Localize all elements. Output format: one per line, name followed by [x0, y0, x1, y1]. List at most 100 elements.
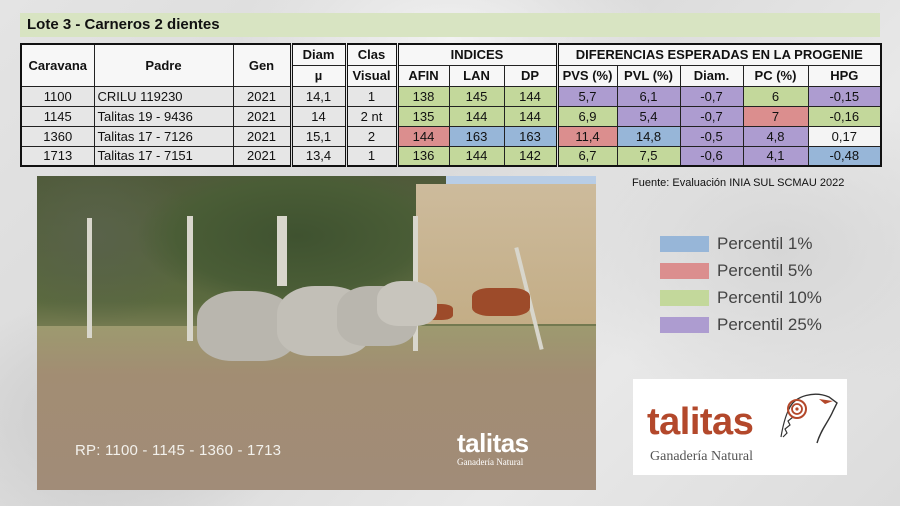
cell-caravana: 1145: [20, 105, 95, 127]
legend-label: Percentil 10%: [717, 287, 822, 307]
cell-afin: 144: [395, 125, 450, 147]
cell-caravana: 1713: [20, 145, 95, 167]
col-padre: Padre: [93, 43, 234, 87]
legend-swatch-red: [660, 262, 709, 279]
cell-pvl: 7,5: [616, 145, 681, 167]
sky-scenery: [446, 176, 596, 184]
cell-padre: Talitas 19 - 9436: [93, 105, 234, 127]
percentile-legend: Percentil 1% Percentil 5% Percentil 10% …: [660, 230, 822, 338]
cow: [472, 288, 530, 316]
logo-subtitle: Ganadería Natural: [650, 449, 753, 464]
cell-hpg: -0,16: [807, 105, 882, 127]
cell-diam: 14,1: [289, 85, 347, 107]
legend-label: Percentil 25%: [717, 314, 822, 334]
cell-hpg: -0,48: [807, 145, 882, 167]
cell-clas: 1: [344, 85, 398, 107]
cell-gen: 2021: [232, 105, 292, 127]
photo-watermark: talitas Ganadería Natural: [457, 428, 529, 467]
watermark-subtitle: Ganadería Natural: [457, 457, 524, 467]
cell-diam-dep: -0,7: [679, 85, 744, 107]
table-row: 1713 Talitas 17 - 7151 2021 13,4 1 136 1…: [20, 145, 882, 167]
cell-dp: 144: [503, 85, 558, 107]
watermark-name: talitas: [457, 428, 529, 458]
cell-pvl: 14,8: [616, 125, 681, 147]
fence-post: [87, 218, 92, 338]
cell-afin: 135: [395, 105, 450, 127]
fence-post: [277, 216, 287, 286]
legend-swatch-green: [660, 289, 709, 306]
logo-name: talitas: [647, 401, 754, 443]
legend-swatch-blue: [660, 235, 709, 252]
cell-dp: 144: [503, 105, 558, 127]
cell-hpg: 0,17: [807, 125, 882, 147]
cell-diam-dep: -0,7: [679, 105, 744, 127]
col-pvl: PVL (%): [616, 64, 681, 87]
col-diam: Diam: [289, 43, 347, 66]
legend-swatch-purple: [660, 316, 709, 333]
cell-gen: 2021: [232, 145, 292, 167]
col-diam-unit: µ: [289, 64, 347, 87]
cell-afin: 136: [395, 145, 450, 167]
cell-diam: 14: [289, 105, 347, 127]
cell-pc: 6: [742, 85, 809, 107]
ram-head-icon: [780, 393, 838, 444]
legend-label: Percentil 5%: [717, 260, 813, 280]
fence-post: [187, 216, 193, 341]
col-clas-visual: Visual: [344, 64, 398, 87]
cell-diam-dep: -0,5: [679, 125, 744, 147]
group-dep: DIFERENCIAS ESPERADAS EN LA PROGENIE: [555, 43, 882, 66]
rams-photo: RP: 1100 - 1145 - 1360 - 1713 talitas Ga…: [37, 176, 596, 490]
col-afin: AFIN: [395, 64, 450, 87]
cell-hpg: -0,15: [807, 85, 882, 107]
sheep: [377, 281, 437, 326]
col-hpg: HPG: [807, 64, 882, 87]
legend-item-p25: Percentil 25%: [660, 311, 822, 338]
legend-label: Percentil 1%: [717, 233, 813, 253]
cell-pc: 4,1: [742, 145, 809, 167]
col-clas: Clas: [344, 43, 398, 66]
cell-pvs: 6,9: [555, 105, 618, 127]
group-indices: INDICES: [395, 43, 558, 66]
cell-pc: 4,8: [742, 125, 809, 147]
cell-diam: 15,1: [289, 125, 347, 147]
cell-lan: 145: [448, 85, 505, 107]
brand-logo: talitas Ganadería Natural: [633, 379, 847, 475]
cell-padre: Talitas 17 - 7126: [93, 125, 234, 147]
col-gen: Gen: [232, 43, 292, 87]
rams-table: Caravana Padre Gen Diam Clas INDICES DIF…: [20, 43, 883, 167]
col-caravana: Caravana: [20, 43, 95, 87]
cell-padre: CRILU 119230: [93, 85, 234, 107]
cell-caravana: 1360: [20, 125, 95, 147]
cell-lan: 144: [448, 105, 505, 127]
cell-pvs: 5,7: [555, 85, 618, 107]
cell-caravana: 1100: [20, 85, 95, 107]
table-row: 1100 CRILU 119230 2021 14,1 1 138 145 14…: [20, 85, 882, 107]
cell-diam: 13,4: [289, 145, 347, 167]
legend-item-p5: Percentil 5%: [660, 257, 822, 284]
col-diam-dep: Diam.: [679, 64, 744, 87]
legend-item-p10: Percentil 10%: [660, 284, 822, 311]
cell-clas: 2: [344, 125, 398, 147]
cell-lan: 163: [448, 125, 505, 147]
col-pvs: PVS (%): [555, 64, 618, 87]
cell-pvl: 6,1: [616, 85, 681, 107]
col-lan: LAN: [448, 64, 505, 87]
cell-dp: 142: [503, 145, 558, 167]
cell-diam-dep: -0,6: [679, 145, 744, 167]
col-pc: PC (%): [742, 64, 809, 87]
cell-lan: 144: [448, 145, 505, 167]
cell-pvs: 11,4: [555, 125, 618, 147]
photo-caption: RP: 1100 - 1145 - 1360 - 1713: [75, 442, 282, 459]
table-row: 1145 Talitas 19 - 9436 2021 14 2 nt 135 …: [20, 105, 882, 127]
cell-dp: 163: [503, 125, 558, 147]
header-row-1: Caravana Padre Gen Diam Clas INDICES DIF…: [20, 43, 882, 87]
cell-gen: 2021: [232, 125, 292, 147]
col-dp: DP: [503, 64, 558, 87]
cell-padre: Talitas 17 - 7151: [93, 145, 234, 167]
cell-pc: 7: [742, 105, 809, 127]
legend-item-p1: Percentil 1%: [660, 230, 822, 257]
source-note: Fuente: Evaluación INIA SUL SCMAU 2022: [632, 177, 845, 189]
cell-clas: 2 nt: [344, 105, 398, 127]
cell-clas: 1: [344, 145, 398, 167]
cell-pvl: 5,4: [616, 105, 681, 127]
